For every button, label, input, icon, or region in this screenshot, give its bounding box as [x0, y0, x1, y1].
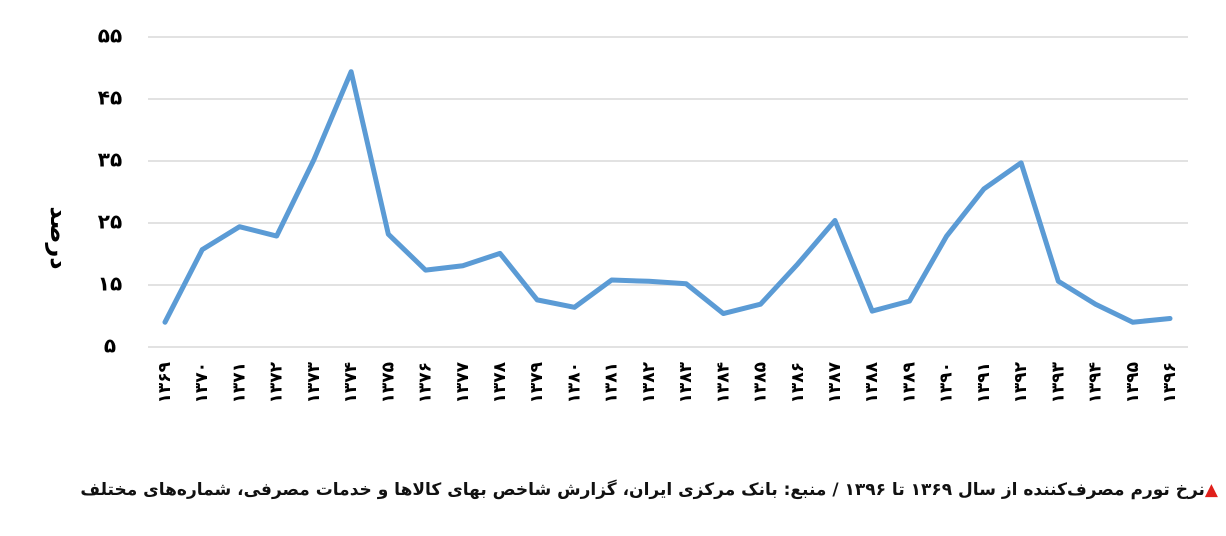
x-tick-label: ۱۳۸۰	[564, 362, 584, 404]
x-tick-label: ۱۳۷۸	[490, 361, 510, 403]
x-tick-label: ۱۳۹۶	[1160, 362, 1180, 404]
x-tick-label: ۱۳۷۲	[267, 361, 287, 403]
y-axis-label: درصد	[45, 206, 73, 269]
x-tick-label: ۱۳۸۹	[899, 361, 919, 403]
x-tick-label: ۱۳۸۱	[602, 362, 622, 404]
x-tick-label: ۱۳۹۰	[937, 362, 957, 404]
x-tick-label: ۱۳۷۹	[527, 361, 547, 403]
caption: ▲نرخ تورم مصرف‌کننده از سال ۱۳۶۹ تا ۱۳۹۶…	[80, 480, 1218, 500]
x-tick-label: ۱۳۹۱	[974, 362, 994, 404]
y-tick-label: ۵	[104, 334, 116, 358]
x-tick-label: ۱۳۷۱	[229, 362, 249, 404]
x-tick-label: ۱۳۷۰	[192, 362, 212, 404]
x-tick-label: ۱۳۸۴	[713, 362, 733, 404]
x-tick-label: ۱۳۸۵	[751, 362, 771, 404]
x-tick-label: ۱۳۹۵	[1123, 362, 1143, 404]
x-tick-label: ۱۳۷۳	[304, 361, 324, 403]
x-tick-label: ۱۳۹۳	[1048, 361, 1068, 403]
x-tick-label: ۱۳۷۵	[378, 362, 398, 404]
x-tick-label: ۱۳۹۲	[1011, 361, 1031, 403]
y-tick-label: ۱۵	[98, 272, 122, 296]
x-tick-label: ۱۳۷۶	[416, 362, 436, 404]
y-tick-label: ۲۵	[98, 210, 122, 234]
y-tick-label: ۴۵	[98, 86, 122, 110]
x-tick-label: ۱۳۸۳	[676, 361, 696, 403]
caption-marker: ▲	[1204, 480, 1218, 500]
y-tick-label: ۵۵	[98, 24, 122, 48]
x-tick-label: ۱۳۸۸	[862, 361, 882, 403]
chart: درصد ۵ ۱۵ ۲۵ ۳۵ ۴۵ ۵۵ ۱۳۶۹ ۱۳۷۰ ۱۳۷۱ ۱۳۷۲ ۱۳۷۳ ۱۳۷۴…	[45, 24, 1188, 404]
caption-text: نرخ تورم مصرف‌کننده از سال ۱۳۶۹ تا ۱۳۹۶ …	[80, 480, 1205, 500]
x-tick-label: ۱۳۶۹	[155, 361, 175, 403]
x-tick-label: ۱۳۸۷	[825, 361, 845, 403]
x-tick-label: ۱۳۹۴	[1086, 362, 1106, 404]
data-line	[162, 69, 1173, 325]
x-tick-label: ۱۳۷۷	[453, 361, 473, 403]
x-tick-label: ۱۳۸۶	[788, 362, 808, 404]
x-tick-label: ۱۳۷۴	[341, 362, 361, 404]
x-tick-label: ۱۳۸۲	[639, 361, 659, 403]
y-tick-label: ۳۵	[98, 148, 122, 172]
